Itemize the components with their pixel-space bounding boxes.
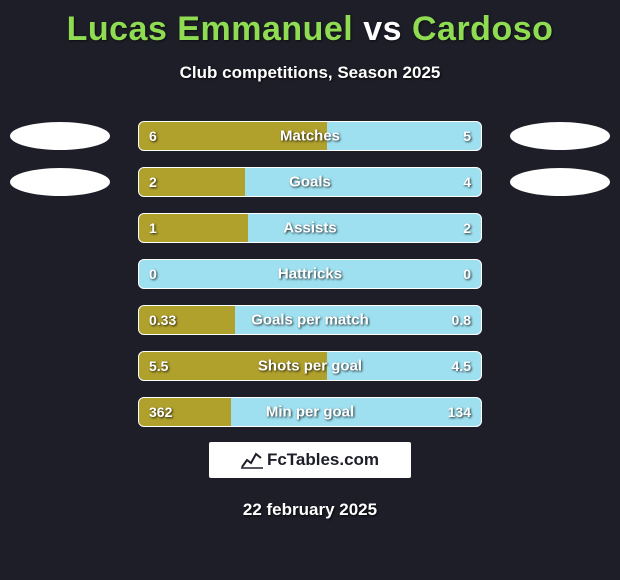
stat-row: 12Assists: [0, 212, 620, 244]
brand-badge: FcTables.com: [209, 442, 411, 478]
stat-bar-fill: [139, 352, 327, 380]
stat-bar-fill: [139, 306, 235, 334]
chart-icon: [241, 451, 263, 469]
stat-bar-fill: [139, 214, 248, 242]
stat-bar: 65Matches: [138, 121, 482, 151]
stat-bar: 12Assists: [138, 213, 482, 243]
stat-bar-fill: [139, 168, 245, 196]
stat-value-right: 4: [463, 174, 471, 190]
stat-value-right: 134: [448, 404, 471, 420]
stat-row: 24Goals: [0, 166, 620, 198]
stat-value-right: 4.5: [452, 358, 471, 374]
stat-value-right: 0.8: [452, 312, 471, 328]
stat-row: 5.54.5Shots per goal: [0, 350, 620, 382]
player-a-oval: [10, 122, 110, 150]
stat-value-left: 0: [149, 266, 157, 282]
stat-value-right: 0: [463, 266, 471, 282]
page-title: Lucas Emmanuel vs Cardoso: [0, 0, 620, 49]
stat-value-right: 2: [463, 220, 471, 236]
brand-text: FcTables.com: [267, 450, 379, 470]
stat-bar: 24Goals: [138, 167, 482, 197]
subtitle: Club competitions, Season 2025: [0, 63, 620, 83]
player-b-oval: [510, 168, 610, 196]
stat-bar: 0.330.8Goals per match: [138, 305, 482, 335]
stat-bar: 0 0Hattricks: [138, 259, 482, 289]
stat-row: 0 0Hattricks: [0, 258, 620, 290]
stats-container: 65Matches 24Goals 12Assists 0 0Hattricks 0.33…: [0, 120, 620, 442]
player-b-oval: [510, 122, 610, 150]
date-label: 22 february 2025: [0, 500, 620, 520]
vs-separator: vs: [363, 10, 402, 48]
stat-bar-fill: [139, 398, 231, 426]
stat-bar: 362134Min per goal: [138, 397, 482, 427]
player-a-oval: [10, 168, 110, 196]
stat-row: 65Matches: [0, 120, 620, 152]
stat-value-right: 5: [463, 128, 471, 144]
stat-row: 0.330.8Goals per match: [0, 304, 620, 336]
player-a-name: Lucas Emmanuel: [67, 10, 354, 48]
stat-label: Hattricks: [139, 266, 481, 283]
stat-bar-fill: [139, 122, 327, 150]
stat-bar: 5.54.5Shots per goal: [138, 351, 482, 381]
stat-row: 362134Min per goal: [0, 396, 620, 428]
player-b-name: Cardoso: [412, 10, 553, 48]
